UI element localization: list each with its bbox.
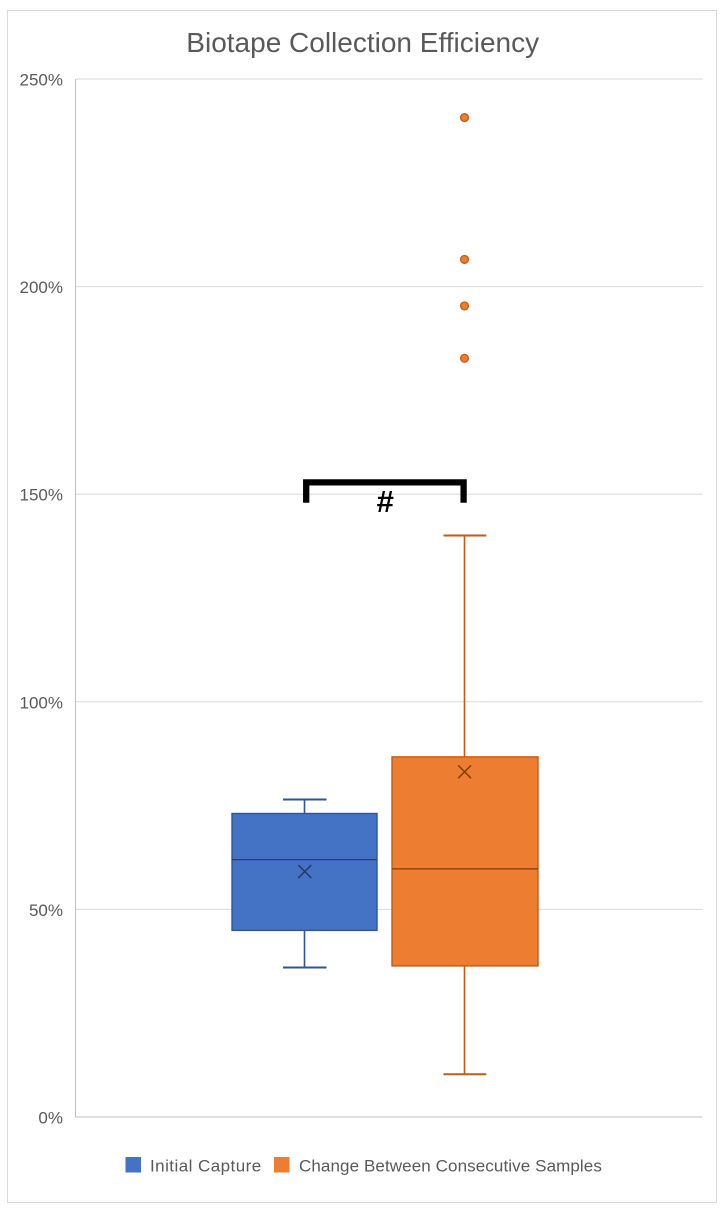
svg-text:200%: 200% [20, 278, 63, 297]
svg-text:Change Between Consecutive Sam: Change Between Consecutive Samples [299, 1157, 602, 1176]
svg-text:100%: 100% [20, 693, 63, 712]
svg-text:250%: 250% [20, 71, 63, 90]
svg-text:Initial Capture: Initial Capture [150, 1157, 262, 1176]
svg-text:#: # [377, 484, 394, 519]
svg-text:Biotape Collection Efficiency: Biotape Collection Efficiency [186, 27, 539, 58]
svg-text:50%: 50% [29, 901, 63, 920]
svg-text:150%: 150% [20, 486, 63, 505]
svg-text:0%: 0% [38, 1109, 63, 1128]
